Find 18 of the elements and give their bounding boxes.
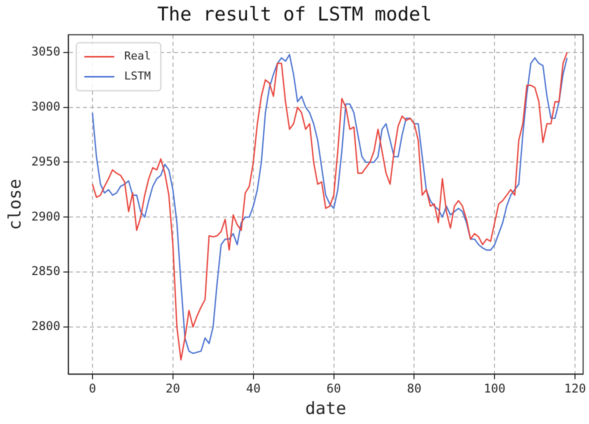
y-tick-label: 3050 bbox=[31, 44, 60, 58]
x-tick-label: 100 bbox=[484, 382, 506, 396]
x-tick-label: 60 bbox=[326, 382, 341, 396]
x-tick-label: 40 bbox=[246, 382, 261, 396]
x-tick-label: 20 bbox=[166, 382, 180, 396]
legend-label: Real bbox=[124, 50, 151, 63]
chart-title: The result of LSTM model bbox=[157, 3, 432, 26]
y-tick-label: 2800 bbox=[31, 319, 60, 334]
x-tick-label: 80 bbox=[406, 382, 422, 396]
y-tick-label: 2850 bbox=[31, 264, 60, 278]
y-tick-label: 2900 bbox=[31, 209, 60, 224]
x-axis-title: date bbox=[305, 399, 346, 420]
y-axis-title: close bbox=[6, 178, 26, 230]
y-tick-label: 2950 bbox=[31, 154, 60, 168]
x-tick-label: 120 bbox=[564, 382, 586, 396]
legend-label: LSTM bbox=[124, 70, 152, 83]
x-tick-label: 0 bbox=[88, 382, 96, 396]
y-tick-label: 3000 bbox=[31, 99, 60, 114]
